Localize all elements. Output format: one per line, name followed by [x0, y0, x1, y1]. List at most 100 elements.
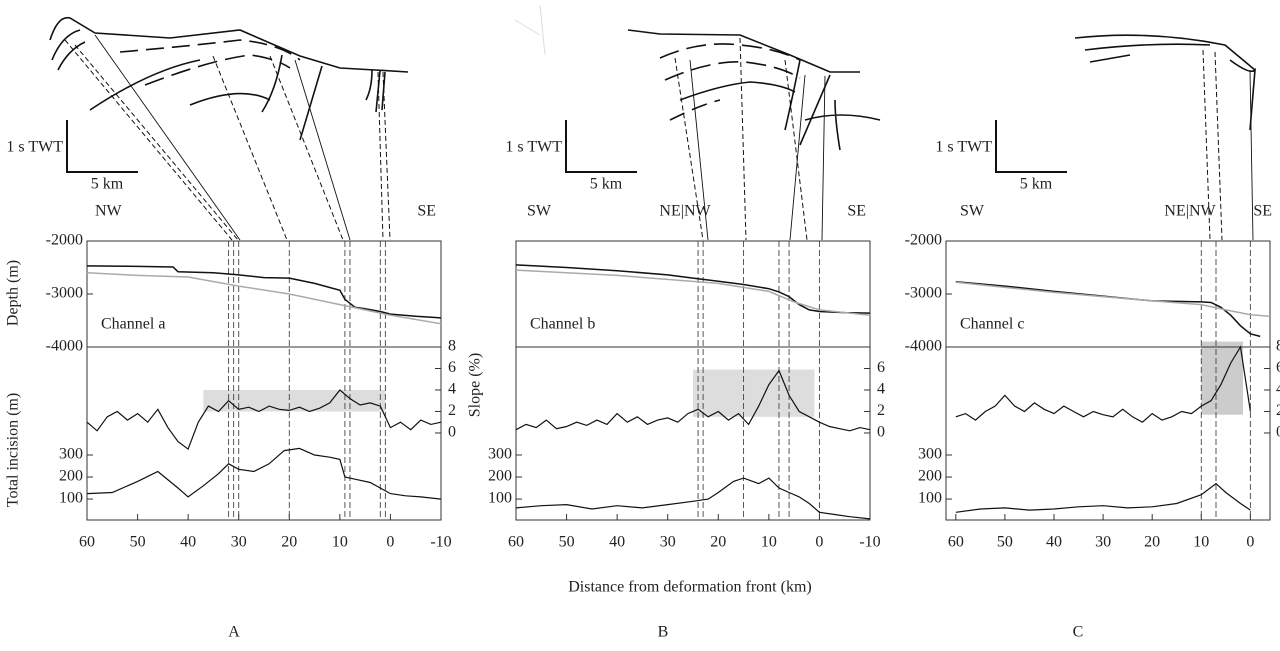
- x-tick-label: 50: [559, 534, 575, 551]
- y-tick-label: 300: [918, 446, 942, 463]
- y-tick-label: -2000: [46, 232, 83, 249]
- depth-line: [955, 281, 1261, 338]
- x-tick-label: 30: [660, 534, 676, 551]
- y2-tick-label: 0: [448, 424, 456, 441]
- y2-tick-label: 8: [448, 338, 456, 355]
- y2-tick-label: 6: [1276, 359, 1280, 376]
- scale-bar: [995, 120, 1067, 173]
- y2-tick-label: 4: [448, 381, 456, 398]
- direction-label: SW: [527, 203, 552, 220]
- x-tick-label: -10: [430, 534, 451, 551]
- x-tick-label: 0: [386, 534, 394, 551]
- scale-bar: [66, 120, 138, 173]
- x-tick-label: 0: [815, 534, 823, 551]
- direction-label: SE: [417, 203, 436, 220]
- incision-line: [955, 482, 1251, 513]
- y2-tick-label: 2: [448, 402, 456, 419]
- x-tick-label: 0: [1246, 534, 1254, 551]
- y-tick-label: 200: [918, 468, 942, 485]
- x-axis-title: Distance from deformation front (km): [568, 579, 811, 596]
- y-tick-label: 300: [59, 446, 83, 463]
- y2-tick-label: 6: [877, 359, 885, 376]
- profile-frame: [515, 346, 871, 521]
- highlight-box: [203, 389, 386, 412]
- x-tick-label: 50: [997, 534, 1013, 551]
- y-tick-label: -4000: [905, 338, 942, 355]
- direction-label: NE|NW: [659, 203, 711, 220]
- y2-tick-label: 2: [1276, 402, 1280, 419]
- y-tick-label: 200: [488, 468, 512, 485]
- y-tick-label: 300: [488, 446, 512, 463]
- seismic-sketch-c: [1074, 34, 1256, 241]
- depth-line: [86, 272, 442, 325]
- direction-label: SE: [1253, 203, 1272, 220]
- incision-line: [515, 477, 871, 520]
- depth-line: [86, 265, 442, 319]
- y-tick-label: 100: [918, 490, 942, 507]
- channel-label: Channel b: [530, 316, 595, 333]
- depth-line: [955, 281, 1271, 318]
- y-tick-label: 200: [59, 468, 83, 485]
- scale-distance: 5 km: [1020, 176, 1053, 193]
- x-tick-label: 10: [332, 534, 348, 551]
- y2-tick-label: 4: [877, 381, 885, 398]
- y2-tick-label: 4: [1276, 381, 1280, 398]
- x-tick-label: 20: [1144, 534, 1160, 551]
- slope-line: [515, 369, 871, 432]
- y2-tick-label: 8: [1276, 338, 1280, 355]
- x-tick-label: 40: [609, 534, 625, 551]
- channel-label: Channel a: [101, 316, 165, 333]
- panel-label: C: [1073, 624, 1084, 641]
- y-tick-label: 100: [59, 490, 83, 507]
- direction-label: SE: [847, 203, 866, 220]
- incision-line: [86, 447, 442, 500]
- profile-frame: [86, 346, 442, 521]
- y2-tick-label: 0: [1276, 424, 1280, 441]
- channel-label: Channel c: [960, 316, 1024, 333]
- y-tick-label: -4000: [46, 338, 83, 355]
- x-tick-label: 60: [948, 534, 964, 551]
- y-tick-label: -2000: [905, 232, 942, 249]
- x-tick-label: 30: [1095, 534, 1111, 551]
- seismic-sketch-a: [49, 16, 409, 241]
- y-axis-title: Depth (m): [5, 260, 22, 326]
- x-tick-label: 40: [180, 534, 196, 551]
- x-tick-label: 60: [508, 534, 524, 551]
- x-tick-label: 50: [130, 534, 146, 551]
- x-tick-label: 10: [761, 534, 777, 551]
- direction-label: SW: [960, 203, 985, 220]
- scale-time: 1 s TWT: [6, 139, 63, 156]
- x-tick-label: 30: [231, 534, 247, 551]
- x-tick-label: 20: [281, 534, 297, 551]
- y2-tick-label: 2: [877, 402, 885, 419]
- scale-time: 1 s TWT: [935, 139, 992, 156]
- depth-line: [515, 264, 871, 314]
- y2-tick-label: 6: [448, 359, 456, 376]
- scale-distance: 5 km: [91, 176, 124, 193]
- scale-distance: 5 km: [590, 176, 623, 193]
- scale-bar: [565, 120, 637, 173]
- panel-label: B: [658, 624, 669, 641]
- y-tick-label: -3000: [905, 285, 942, 302]
- profile-frame: [945, 346, 1271, 521]
- x-tick-label: 20: [710, 534, 726, 551]
- highlight-box: [693, 369, 815, 417]
- y-axis-title: Total incision (m): [5, 393, 22, 507]
- y-tick-label: -3000: [46, 285, 83, 302]
- x-tick-label: 10: [1193, 534, 1209, 551]
- y2-tick-label: 0: [877, 424, 885, 441]
- x-tick-label: 40: [1046, 534, 1062, 551]
- y-tick-label: 100: [488, 490, 512, 507]
- x-tick-label: -10: [859, 534, 880, 551]
- scale-time: 1 s TWT: [505, 139, 562, 156]
- slope-line: [955, 345, 1251, 423]
- seismic-sketch-b: [514, 4, 881, 241]
- panel-label: A: [228, 624, 240, 641]
- direction-label: NE|NW: [1164, 203, 1216, 220]
- y-axis-title: Slope (%): [467, 353, 484, 417]
- slope-line: [86, 389, 442, 451]
- depth-line: [515, 269, 871, 316]
- x-tick-label: 60: [79, 534, 95, 551]
- direction-label: NW: [95, 203, 123, 220]
